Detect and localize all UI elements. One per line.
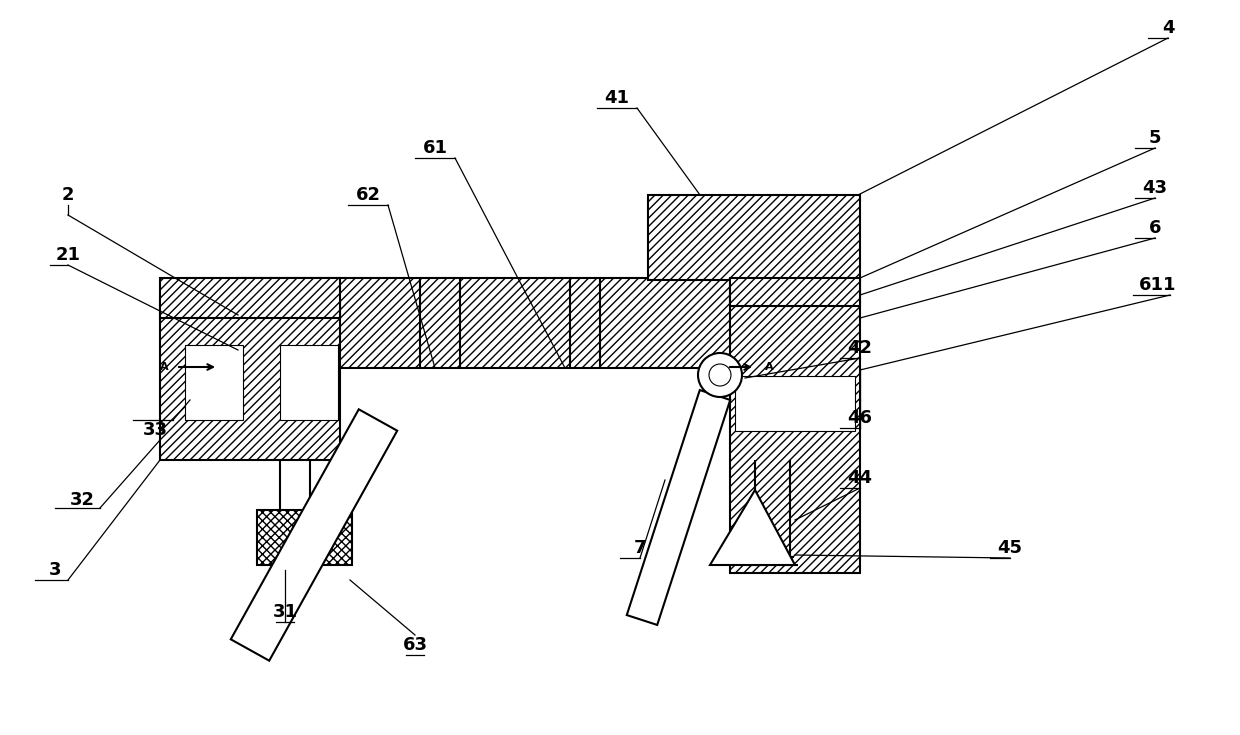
Bar bbox=[238, 278, 777, 368]
Circle shape bbox=[709, 364, 732, 386]
Text: 6: 6 bbox=[1148, 219, 1161, 237]
Text: 41: 41 bbox=[605, 89, 630, 107]
Text: 63: 63 bbox=[403, 636, 428, 654]
Polygon shape bbox=[626, 390, 730, 625]
Text: 31: 31 bbox=[273, 603, 298, 621]
Polygon shape bbox=[711, 490, 795, 565]
Bar bbox=[257, 510, 352, 565]
Bar bbox=[160, 300, 340, 460]
Text: 46: 46 bbox=[847, 409, 873, 427]
Text: 62: 62 bbox=[356, 186, 381, 204]
Bar bbox=[185, 345, 243, 420]
Text: 5: 5 bbox=[1148, 129, 1161, 147]
Text: 4: 4 bbox=[1162, 19, 1174, 37]
Text: 43: 43 bbox=[1142, 179, 1168, 197]
Polygon shape bbox=[231, 409, 397, 661]
Text: 3: 3 bbox=[48, 561, 61, 579]
Text: A: A bbox=[160, 362, 169, 372]
Text: 45: 45 bbox=[997, 539, 1023, 557]
Text: 2: 2 bbox=[62, 186, 74, 204]
Bar bbox=[160, 278, 340, 318]
Text: 21: 21 bbox=[56, 246, 81, 264]
Text: 32: 32 bbox=[69, 491, 94, 509]
Bar bbox=[649, 195, 861, 280]
Bar bbox=[730, 278, 861, 306]
Text: 61: 61 bbox=[423, 139, 448, 157]
Bar bbox=[280, 345, 339, 420]
Text: 33: 33 bbox=[143, 421, 167, 439]
Text: A: A bbox=[765, 362, 774, 372]
Circle shape bbox=[698, 353, 742, 397]
Bar bbox=[735, 376, 856, 431]
Text: 7: 7 bbox=[634, 539, 646, 557]
Text: 611: 611 bbox=[1140, 276, 1177, 294]
Text: 44: 44 bbox=[847, 469, 873, 487]
Bar bbox=[730, 278, 861, 573]
Text: 42: 42 bbox=[847, 339, 873, 357]
